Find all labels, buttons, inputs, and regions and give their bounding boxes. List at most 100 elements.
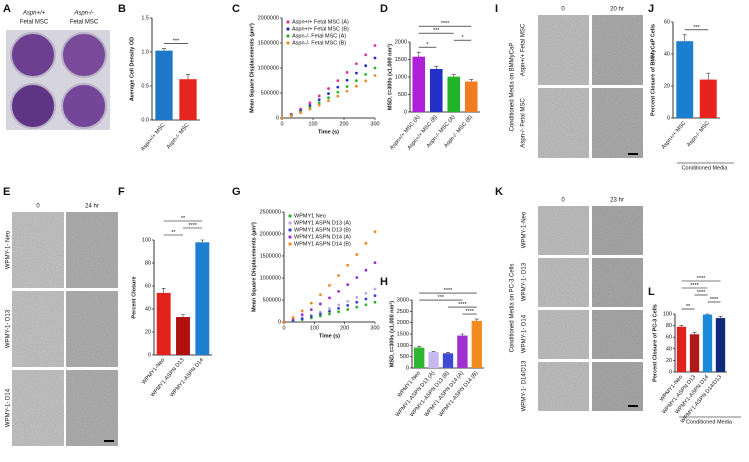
x-tick-label: Aspn-/- MSC xyxy=(686,120,711,148)
significance-label: **** xyxy=(710,297,719,303)
legend-label: WPMY1 Neo xyxy=(294,213,326,219)
x-tick-label: Aspn+/+ MSC xyxy=(661,120,688,150)
y-tick-label: 0 xyxy=(276,115,279,121)
y-axis-label: Mean Square Displacements (µm²) xyxy=(250,222,257,312)
significance-label: ** xyxy=(181,216,186,222)
legend-label: Aspn+/+ Fetal MSC (B) xyxy=(292,26,349,32)
legend-label: WPMY1 ASPN D14 (A) xyxy=(294,234,351,240)
significance-label: **** xyxy=(697,276,706,282)
data-point xyxy=(373,294,377,297)
scratch-photos xyxy=(538,206,643,411)
y-tick-label: 1000 xyxy=(397,343,409,349)
y-tick-label: 60 xyxy=(666,335,672,341)
significance-label: *** xyxy=(173,39,180,45)
data-point xyxy=(317,103,321,107)
data-point xyxy=(346,308,350,311)
data-point xyxy=(364,291,368,295)
y-tick-label: 1.0 xyxy=(141,49,149,55)
error-bar xyxy=(706,72,711,80)
legend-marker xyxy=(286,20,290,24)
y-tick-label: 0 xyxy=(278,319,281,325)
legend-marker xyxy=(288,214,292,218)
data-point xyxy=(319,312,322,316)
data-point xyxy=(345,85,349,88)
data-point xyxy=(364,53,368,57)
legend-marker xyxy=(288,235,292,239)
error-bar xyxy=(162,48,166,51)
y-tick-label: 1500 xyxy=(397,331,409,337)
data-point xyxy=(300,313,304,317)
data-point xyxy=(346,263,350,267)
data-point xyxy=(282,320,286,324)
y-tick-label: 500000 xyxy=(263,297,281,303)
data-point xyxy=(355,305,359,309)
row-label: WPMY-1- D14 xyxy=(6,388,12,427)
bar xyxy=(447,76,461,112)
error-bar xyxy=(460,333,465,336)
row-label: WPMY-1- D14 xyxy=(522,314,528,353)
x-tick-label: 300 xyxy=(370,121,379,127)
significance-label: **** xyxy=(188,223,197,229)
data-point xyxy=(308,101,312,105)
significance-label: **** xyxy=(441,21,450,27)
row-label: WPMY-1- D13 xyxy=(6,309,12,348)
data-point xyxy=(355,62,358,66)
data-point xyxy=(364,303,368,307)
side-label: Conditioned Media on PC-3 Cells xyxy=(510,264,516,353)
x-axis-label: Conditioned Media xyxy=(682,165,729,171)
data-point xyxy=(327,92,330,96)
legend-label: Aspn+/+ Fetal MSC (A) xyxy=(292,19,349,25)
x-tick-label: 0 xyxy=(282,325,285,331)
bar xyxy=(464,81,478,112)
y-tick-label: 0 xyxy=(669,369,672,375)
data-point xyxy=(355,84,358,88)
significance-label: **** xyxy=(465,309,474,315)
significance-label: * xyxy=(461,35,464,41)
data-point xyxy=(355,300,359,304)
data-point xyxy=(364,268,368,272)
data-point xyxy=(345,71,349,74)
data-point xyxy=(346,283,350,287)
bar xyxy=(428,352,439,368)
data-point xyxy=(319,314,322,318)
bar xyxy=(429,68,443,112)
data-point xyxy=(364,79,368,83)
y-tick-label: 1500000 xyxy=(260,253,281,259)
data-point xyxy=(289,114,293,118)
bar xyxy=(412,56,426,112)
x-tick-label: Aspn-/- MSC xyxy=(166,122,191,150)
bar xyxy=(471,320,482,368)
column-label: Fetal MSC xyxy=(70,20,99,26)
data-point xyxy=(319,310,322,314)
y-tick-label: 500 xyxy=(398,92,407,98)
time-label: 24 hr xyxy=(85,204,99,210)
data-point xyxy=(280,116,284,120)
time-label: 0 xyxy=(561,198,565,204)
y-tick-label: 2000000 xyxy=(260,231,281,237)
data-point xyxy=(345,78,349,82)
data-point xyxy=(336,94,340,98)
time-label: 0 xyxy=(561,7,565,13)
y-axis-label: Mean Square Displacements (µm²) xyxy=(248,23,255,113)
x-tick-label: 300 xyxy=(370,325,379,331)
row-label: Aspn-/- Fetal MSC xyxy=(521,98,527,148)
data-point xyxy=(308,104,312,107)
row-label: WPMY-1- D13 xyxy=(522,262,528,301)
y-tick-label: 80 xyxy=(145,260,151,266)
data-point xyxy=(309,301,313,305)
data-point xyxy=(309,315,313,318)
significance-label: **** xyxy=(458,302,467,308)
error-bar xyxy=(469,79,474,82)
data-point xyxy=(319,302,322,306)
data-point xyxy=(345,89,349,93)
significance-label: * xyxy=(426,42,429,48)
time-label: 23 hr xyxy=(610,198,624,204)
data-point xyxy=(373,66,377,70)
data-point xyxy=(328,296,331,300)
scale-bar xyxy=(104,440,114,442)
data-point xyxy=(336,85,340,89)
y-tick-label: 2000 xyxy=(395,39,407,45)
row-label: WPMY-1- D14/D13 xyxy=(522,360,528,411)
scale-bar xyxy=(628,153,638,155)
